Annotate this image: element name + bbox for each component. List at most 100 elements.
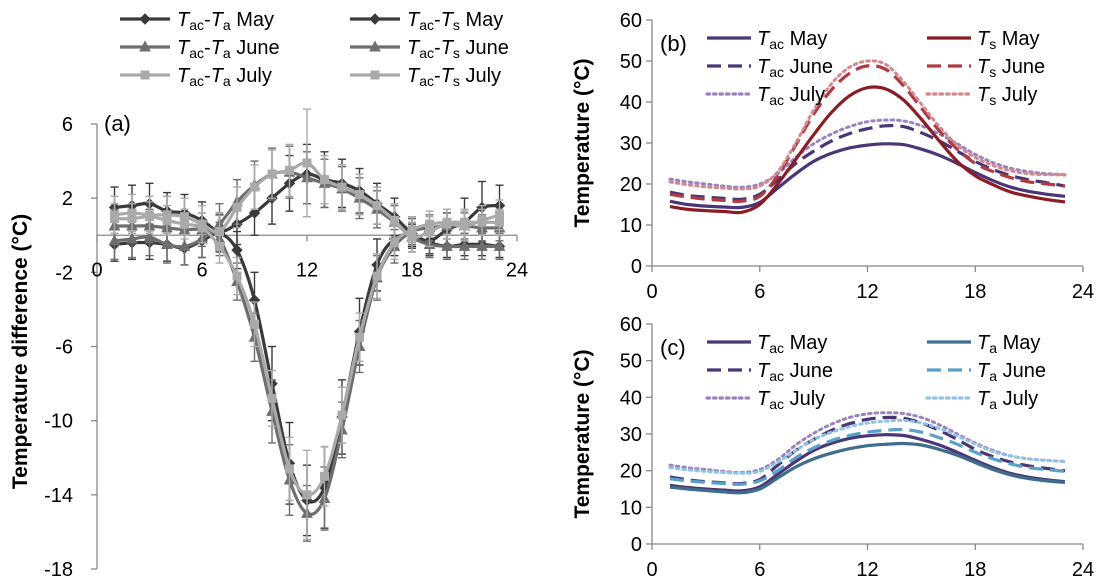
series-line-ta-june xyxy=(669,427,1066,486)
x-tick-label: 24 xyxy=(1072,559,1094,581)
data-point xyxy=(493,239,506,251)
legend-text-part: T xyxy=(441,37,455,59)
y-tick-label: 50 xyxy=(620,51,642,73)
legend-text-part: June xyxy=(784,360,833,382)
data-point xyxy=(232,271,242,281)
legend-text-part: T xyxy=(441,9,455,31)
data-point xyxy=(337,410,347,420)
y-tick-label: 20 xyxy=(620,461,642,483)
legend-text-part: T xyxy=(757,28,771,50)
legend-item: Ts July xyxy=(925,84,1037,108)
data-point xyxy=(232,202,242,212)
data-point xyxy=(250,319,259,329)
legend-text-part: T xyxy=(757,388,771,410)
x-tick-label: 18 xyxy=(401,259,423,281)
legend-label: Tac May xyxy=(757,28,827,52)
legend-label: Tac May xyxy=(757,332,827,356)
y-tick-label: 0 xyxy=(631,256,642,278)
legend-text-part: T xyxy=(407,65,421,87)
panel-label: (c) xyxy=(660,335,686,360)
legend-label: Ts May xyxy=(977,28,1040,52)
legend-label: Tac-Ts June xyxy=(407,37,509,61)
legend-text-part: - xyxy=(204,9,211,31)
data-point xyxy=(162,215,172,225)
y-tick-label: 0 xyxy=(631,534,642,556)
data-point xyxy=(139,13,151,25)
data-point xyxy=(355,332,364,342)
data-point xyxy=(285,464,294,474)
legend-text-part: s xyxy=(989,92,996,108)
legend-item: Tac June xyxy=(707,56,833,80)
legend-text-part: ac xyxy=(419,45,434,61)
data-point xyxy=(267,169,277,179)
legend-text-part: ac xyxy=(769,64,784,80)
series-line-tac-may xyxy=(669,142,1066,210)
y-tick-label: 10 xyxy=(620,497,642,519)
legend-text-part: July xyxy=(996,84,1037,106)
data-point xyxy=(407,225,417,235)
data-point xyxy=(477,217,487,227)
legend-text-part: a xyxy=(223,17,231,33)
x-tick-label: 6 xyxy=(754,559,765,581)
legend-text-part: a xyxy=(989,368,997,384)
legend-text-part: May xyxy=(997,332,1040,354)
legend-item: Tac May xyxy=(707,28,827,52)
legend-text-part: May xyxy=(231,9,274,31)
series-line-ta-may xyxy=(669,441,1066,495)
legend-text-part: May xyxy=(460,9,503,31)
data-point xyxy=(458,239,471,251)
legend-text-part: July xyxy=(784,388,825,410)
data-point xyxy=(425,219,434,229)
data-point xyxy=(460,217,469,227)
x-tick-label: 24 xyxy=(1072,281,1094,303)
legend-text-part: ac xyxy=(189,73,204,89)
legend-text-part: T xyxy=(407,37,421,59)
legend-text-part: a xyxy=(989,340,997,356)
y-tick-label: 10 xyxy=(620,215,642,237)
data-point xyxy=(285,165,294,175)
y-tick-label: -18 xyxy=(44,559,73,581)
y-tick-label: 40 xyxy=(620,92,642,114)
legend-text-part: T xyxy=(757,84,771,106)
legend-text-part: T xyxy=(977,360,991,382)
data-point xyxy=(140,70,150,80)
legend-label: Tac-Ta May xyxy=(177,9,274,33)
legend-label: Ta July xyxy=(977,388,1038,412)
panel-label: (a) xyxy=(104,111,131,136)
y-axis-label: Temperature difference (°C) xyxy=(9,214,32,489)
data-point xyxy=(355,189,364,199)
legend-text-part: May xyxy=(784,28,827,50)
x-tick-label: 0 xyxy=(646,281,657,303)
x-tick-label: 0 xyxy=(91,259,102,281)
legend-text-part: June xyxy=(996,56,1045,78)
legend-text-part: T xyxy=(177,37,191,59)
series-line-tac-july xyxy=(668,118,1067,189)
y-tick-label: 30 xyxy=(620,133,642,155)
x-tick-label: 18 xyxy=(964,281,986,303)
legend-text-part: ac xyxy=(189,45,204,61)
x-tick-label: 0 xyxy=(646,559,657,581)
legend-label: Tac-Ta July xyxy=(177,65,272,89)
legend-text-part: - xyxy=(434,37,441,59)
legend-text-part: T xyxy=(977,56,991,78)
y-tick-label: 6 xyxy=(62,114,73,136)
legend-text-part: ac xyxy=(189,17,204,33)
legend-text-part: ac xyxy=(769,92,784,108)
legend-text-part: - xyxy=(204,65,211,87)
series-line-tac-june xyxy=(669,123,1066,202)
data-point xyxy=(370,70,380,80)
legend-text-part: a xyxy=(223,73,231,89)
y-tick-label: 2 xyxy=(62,188,73,210)
data-point xyxy=(320,471,329,481)
legend-text-part: s xyxy=(453,73,460,89)
data-point xyxy=(369,40,381,52)
panel-b: 0 10 20 30 40 50 60 0 6 12 18 24 Temperature (°C) (b)… xyxy=(571,10,1094,303)
legend-text-part: ac xyxy=(769,368,784,384)
legend-label: Tac July xyxy=(757,84,825,108)
legend-item: Ts May xyxy=(927,28,1040,52)
data-point xyxy=(441,239,453,251)
y-tick-label: 60 xyxy=(620,10,642,32)
legend-text-part: - xyxy=(434,65,441,87)
